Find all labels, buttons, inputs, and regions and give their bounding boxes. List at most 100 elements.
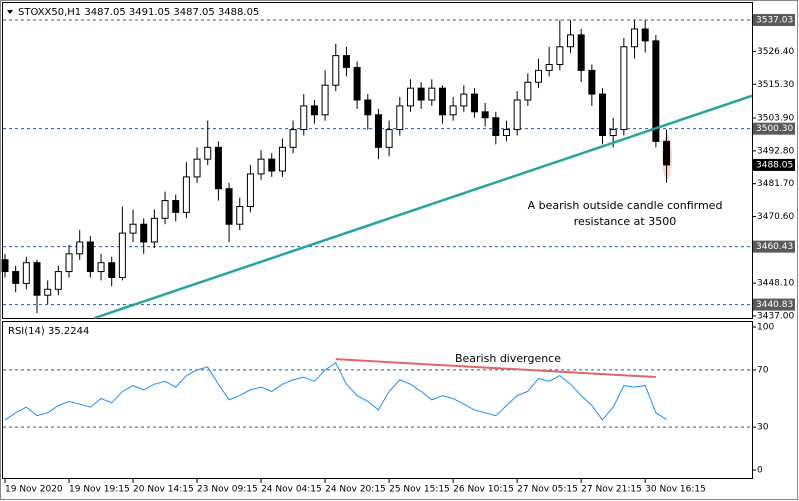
y-tick-label: 3492.80: [757, 146, 794, 156]
candle-body: [620, 46, 628, 131]
current-price-label: 3488.05: [756, 160, 793, 170]
candle-body: [150, 217, 158, 243]
candle-body: [438, 87, 446, 116]
y-tick-label: 70: [757, 365, 769, 375]
candle-body: [129, 223, 137, 234]
candle-body: [556, 46, 564, 65]
annotation: A bearish outside candle confirmed: [528, 199, 723, 212]
candle-body: [54, 271, 62, 290]
rsi-title: RSI(14) 35.2244: [8, 326, 89, 337]
candle-body: [428, 87, 436, 101]
rsi-panel: [2, 321, 753, 479]
candle-body: [193, 158, 201, 178]
candle-body: [545, 63, 553, 71]
x-tick-label: 30 Nov 16:15: [645, 485, 706, 495]
candle-body: [588, 69, 596, 95]
annotation: resistance at 3500: [574, 215, 676, 228]
y-tick-label: 3526.40: [757, 47, 794, 57]
y-tick-label: 3481.70: [757, 179, 794, 189]
candle-body: [97, 262, 105, 273]
candle-body: [204, 146, 212, 160]
candle-body: [86, 241, 94, 273]
candle-body: [12, 271, 20, 284]
y-tick-label: 3470.60: [757, 212, 794, 222]
x-tick-label: 27 Nov 05:15: [517, 485, 578, 495]
level-label: 3460.43: [756, 242, 793, 252]
candle-body: [535, 69, 542, 83]
x-tick-label: 20 Nov 14:15: [133, 485, 194, 495]
y-tick-label: 3437.00: [757, 311, 794, 321]
candle-body: [289, 129, 297, 148]
candle-body: [449, 105, 457, 116]
candle-body: [385, 129, 393, 148]
candle-body: [33, 262, 41, 296]
candle-body: [663, 140, 671, 166]
candle-body: [641, 28, 649, 42]
candle-body: [257, 158, 265, 175]
candle-body: [1, 259, 9, 273]
y-tick-label: 30: [757, 423, 769, 433]
candle-body: [513, 99, 521, 131]
menu-arrow: [7, 10, 13, 14]
level-box: [753, 240, 795, 253]
candle-body: [609, 129, 617, 136]
candle-body: [161, 200, 169, 219]
x-tick-label: 26 Nov 10:15: [453, 485, 514, 495]
candle-body: [470, 93, 478, 113]
level-box: [753, 122, 795, 135]
level-box: [753, 14, 795, 27]
candle-body: [406, 87, 414, 107]
level-label: 3500.30: [756, 124, 793, 134]
candle-body: [524, 81, 532, 101]
y-tick-label: 3448.10: [757, 279, 794, 289]
candle-body: [76, 241, 84, 255]
candle-body: [492, 117, 500, 136]
trendline: [94, 94, 753, 320]
candle-body: [652, 40, 660, 142]
candle-body: [364, 99, 372, 116]
candle-body: [417, 87, 425, 101]
candle-body: [353, 66, 361, 101]
x-tick-label: 23 Nov 09:15: [197, 485, 258, 495]
candle-body: [342, 55, 350, 68]
y-tick-label: 0: [757, 466, 763, 476]
x-tick-label: 27 Nov 21:15: [581, 485, 642, 495]
candle-body: [182, 176, 190, 213]
x-tick-label: 19 Nov 19:15: [69, 485, 130, 495]
candle-body: [396, 105, 404, 131]
candle-body: [481, 111, 489, 119]
price-title: STOXX50,H1 3487.05 3491.05 3487.05 3488.…: [18, 7, 259, 18]
candle-body: [140, 223, 148, 243]
price-panel: [2, 2, 753, 319]
x-tick-label: 24 Nov 20:15: [325, 485, 386, 495]
candle-body: [108, 262, 116, 278]
candle-body: [246, 173, 254, 207]
candle-body: [118, 232, 126, 278]
x-tick-label: 24 Nov 04:15: [261, 485, 322, 495]
candle-body: [567, 34, 575, 48]
candle-body: [502, 129, 510, 136]
rsi-line: [4, 362, 667, 421]
candle-body: [65, 253, 73, 273]
candle-body: [278, 146, 286, 172]
divergence-label: Bearish divergence: [455, 352, 561, 365]
candle-body: [332, 55, 340, 86]
candle-body: [172, 200, 180, 213]
candle-body: [22, 262, 30, 284]
y-tick-label: 100: [757, 323, 774, 333]
candle-body: [460, 93, 468, 107]
candle-body: [214, 146, 222, 190]
x-tick-label: 19 Nov 2020: [5, 485, 63, 495]
candle-body: [44, 288, 52, 296]
candle-body: [225, 188, 233, 225]
level-label: 3537.03: [756, 16, 793, 26]
level-box: [753, 298, 795, 311]
current-price-box: [753, 158, 795, 171]
level-label: 3440.83: [756, 300, 793, 310]
candle-body: [310, 105, 318, 116]
candle-body: [236, 205, 244, 225]
y-tick-label: 3503.90: [757, 114, 794, 124]
candle-body: [321, 84, 329, 116]
